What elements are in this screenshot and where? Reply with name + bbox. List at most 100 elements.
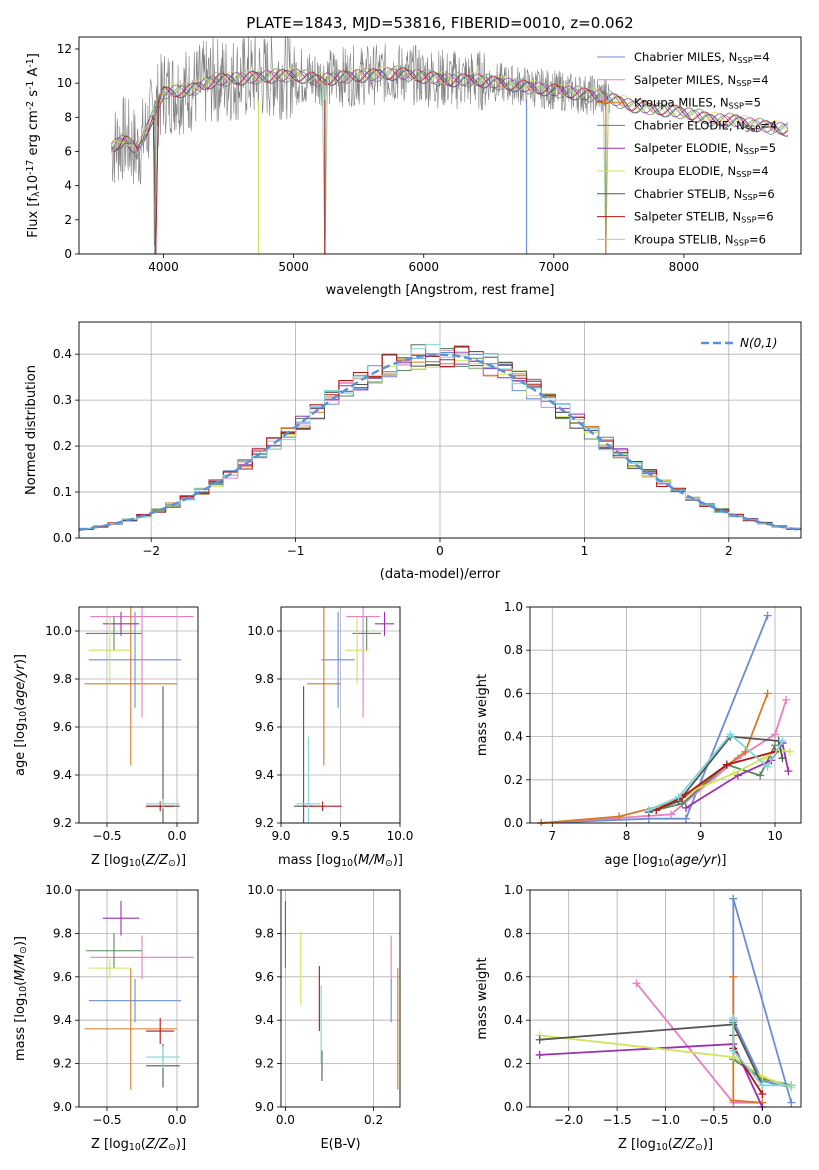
legend-label: Chabrier STELIB, NSSP=6 bbox=[634, 187, 775, 202]
y-tick-label: 0.4 bbox=[504, 1013, 523, 1027]
model-spectrum-line bbox=[111, 67, 789, 254]
y-tick-label: 9.8 bbox=[255, 926, 274, 940]
y-tick-label: 9.0 bbox=[53, 1100, 72, 1114]
x-tick-label: 0.0 bbox=[276, 1113, 295, 1127]
y-tick-label: 9.6 bbox=[53, 970, 72, 984]
x-tick-label: 1 bbox=[581, 544, 589, 558]
plot-area bbox=[84, 607, 194, 823]
x-tick-label: −0.5 bbox=[92, 829, 121, 843]
legend-label: Salpeter MILES, NSSP=4 bbox=[634, 73, 769, 88]
x-tick-label: 4000 bbox=[148, 260, 179, 274]
model-spectrum-line bbox=[111, 65, 789, 254]
panel-spectrum: Chabrier MILES, NSSP=4 Salpeter MILES, NS… bbox=[25, 36, 802, 298]
y-tick-label: 9.4 bbox=[53, 768, 72, 782]
y-tick-label: 9.2 bbox=[53, 816, 72, 830]
weight-marker bbox=[778, 754, 787, 763]
weight-marker bbox=[674, 793, 683, 802]
plot-area bbox=[284, 900, 399, 1090]
normal-curve bbox=[79, 353, 801, 532]
y-tick-label: 0.1 bbox=[53, 485, 72, 499]
x-tick-label: 10.0 bbox=[387, 829, 414, 843]
weight-marker bbox=[535, 1035, 544, 1044]
x-tick-label: −1.5 bbox=[603, 1113, 632, 1127]
weight-marker bbox=[758, 1072, 767, 1081]
observed-spectrum-line bbox=[111, 37, 610, 246]
weight-marker bbox=[763, 611, 772, 620]
weight-lines bbox=[535, 894, 796, 1110]
weight-line bbox=[539, 1023, 764, 1086]
weight-marker bbox=[535, 1050, 544, 1059]
model-spectrum-line bbox=[111, 65, 789, 254]
axes-frame bbox=[529, 889, 802, 1108]
y-tick-label: 10.0 bbox=[247, 624, 274, 638]
x-tick-label: −0.5 bbox=[92, 1113, 121, 1127]
x-tick-label: −1 bbox=[287, 544, 305, 558]
x-tick-label: 0.2 bbox=[364, 1113, 383, 1127]
y-tick-label: 4 bbox=[64, 179, 72, 193]
weight-marker bbox=[729, 1096, 738, 1105]
y-tick-label: 0.6 bbox=[504, 686, 523, 700]
panel-mass-weight-vs-Z: −2.0 −1.5 −1.0 −0.5 0.0 0.0 0.2 0.4 0.6 0.8 1.0 Z [… bbox=[475, 883, 802, 1153]
histogram-bars bbox=[79, 343, 801, 532]
plot-area: N(0,1) bbox=[79, 336, 801, 532]
x-tick-label: 9 bbox=[697, 829, 705, 843]
x-axis-label: age [log10(age/yr)] bbox=[604, 853, 726, 869]
y-tick-label: 0.4 bbox=[504, 730, 523, 744]
plot-area: Chabrier MILES, NSSP=4 Salpeter MILES, NS… bbox=[111, 37, 789, 254]
weight-marker bbox=[681, 803, 690, 812]
panel-residual-histogram: N(0,1) −2 −1 0 1 2 0.0 0.1 0.2 0.3 0.4 (data-model)… bbox=[24, 321, 802, 582]
weight-marker bbox=[785, 747, 794, 756]
x-tick-label: −2.0 bbox=[554, 1113, 583, 1127]
legend-label: Kroupa STELIB, NSSP=6 bbox=[634, 232, 766, 247]
x-tick-label: 9.0 bbox=[271, 829, 290, 843]
weight-line bbox=[732, 976, 763, 1104]
y-tick-label: 8 bbox=[64, 110, 72, 124]
x-tick-label: 0 bbox=[436, 544, 444, 558]
y-tick-label: 9.0 bbox=[255, 1100, 274, 1114]
x-tick-label: −2 bbox=[142, 544, 160, 558]
x-axis-label: (data-model)/error bbox=[380, 567, 501, 582]
weight-marker bbox=[667, 810, 676, 819]
x-tick-label: 0.0 bbox=[753, 1113, 772, 1127]
weight-marker bbox=[730, 769, 739, 778]
x-tick-label: 0.0 bbox=[167, 1113, 186, 1127]
y-tick-label: 0.2 bbox=[504, 773, 523, 787]
y-tick-label: 10.0 bbox=[247, 883, 274, 897]
y-tick-label: 0 bbox=[64, 247, 72, 261]
weight-marker bbox=[784, 767, 793, 776]
y-tick-label: 0.0 bbox=[504, 1100, 523, 1114]
weight-marker bbox=[778, 736, 787, 745]
weight-line bbox=[732, 1035, 764, 1095]
x-tick-label: 5000 bbox=[278, 260, 309, 274]
axes-frame bbox=[78, 889, 199, 1108]
y-tick-label: 10.0 bbox=[45, 624, 72, 638]
y-tick-label: 9.2 bbox=[255, 1057, 274, 1071]
y-tick-label: 9.4 bbox=[255, 1013, 274, 1027]
model-spectrum-line bbox=[111, 68, 789, 159]
plot-area bbox=[294, 607, 395, 823]
y-tick-label: 1.0 bbox=[504, 883, 523, 897]
panel-mass-vs-EBV: 0.0 0.2 9.0 9.2 9.4 9.6 9.8 10.0 E(B-V) bbox=[247, 883, 401, 1152]
spectrum-lines bbox=[111, 37, 789, 254]
errorbar-points bbox=[84, 607, 194, 823]
y-tick-label: 6 bbox=[64, 144, 72, 158]
x-tick-label: 10 bbox=[767, 829, 782, 843]
y-tick-label: 0.3 bbox=[53, 393, 72, 407]
errorbar-points bbox=[284, 900, 399, 1090]
x-tick-label: 8000 bbox=[669, 260, 700, 274]
model-spectrum-line bbox=[111, 67, 789, 254]
y-tick-label: 0.8 bbox=[504, 926, 523, 940]
y-tick-label: 0.2 bbox=[504, 1057, 523, 1071]
weight-marker bbox=[758, 1081, 767, 1090]
weight-marker bbox=[756, 771, 765, 780]
y-tick-label: 10.0 bbox=[45, 883, 72, 897]
legend-label: Kroupa MILES, NSSP=5 bbox=[634, 96, 761, 111]
y-tick-label: 9.2 bbox=[255, 816, 274, 830]
x-tick-label: −0.5 bbox=[699, 1113, 728, 1127]
x-tick-label: −1.0 bbox=[651, 1113, 680, 1127]
y-tick-label: 9.6 bbox=[53, 720, 72, 734]
weight-marker bbox=[758, 1089, 767, 1098]
legend-label: Chabrier MILES, NSSP=4 bbox=[634, 50, 770, 65]
weight-marker bbox=[681, 814, 690, 823]
